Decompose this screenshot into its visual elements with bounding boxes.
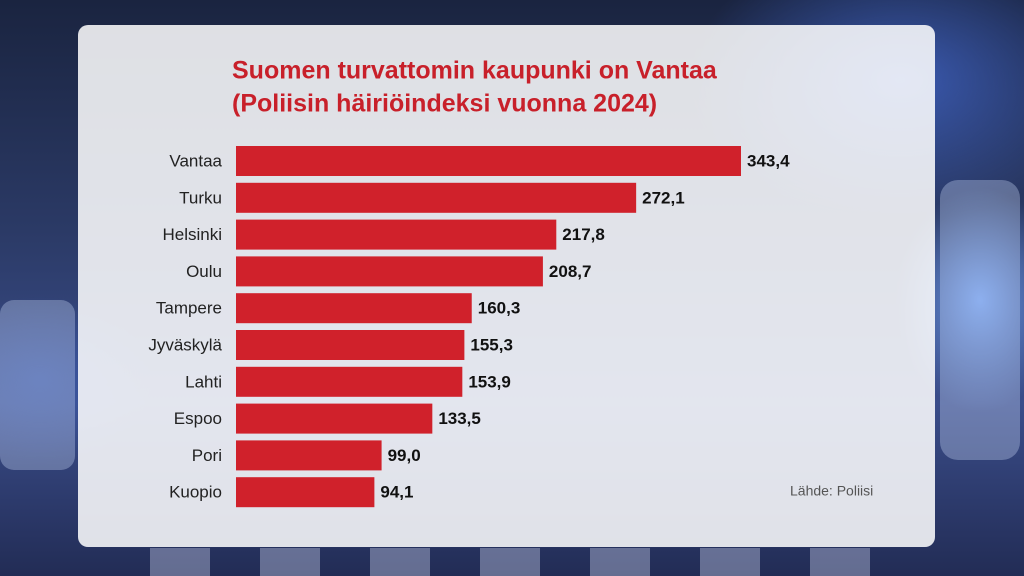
value-label: 208,7 bbox=[549, 262, 592, 281]
value-label: 94,1 bbox=[380, 483, 413, 502]
category-label: Espoo bbox=[174, 409, 222, 428]
category-label: Kuopio bbox=[169, 483, 222, 502]
bar bbox=[236, 293, 472, 324]
value-label: 99,0 bbox=[388, 446, 421, 465]
category-label: Lahti bbox=[185, 372, 222, 391]
value-label: 153,9 bbox=[468, 372, 511, 391]
value-label: 272,1 bbox=[642, 188, 685, 207]
value-label: 160,3 bbox=[478, 299, 521, 318]
bar bbox=[236, 477, 375, 508]
bar bbox=[236, 219, 557, 250]
category-label: Oulu bbox=[186, 262, 222, 281]
value-label: 133,5 bbox=[438, 409, 481, 428]
source: Lähde: Poliisi bbox=[790, 483, 873, 499]
bar bbox=[236, 366, 463, 397]
bar bbox=[236, 182, 637, 213]
background-stripes bbox=[0, 180, 1020, 576]
bar bbox=[236, 146, 741, 176]
category-label: Tampere bbox=[156, 299, 222, 318]
category-label: Turku bbox=[179, 188, 222, 207]
bar bbox=[236, 403, 433, 434]
value-label: 343,4 bbox=[747, 151, 790, 170]
category-label: Pori bbox=[192, 446, 222, 465]
category-label: Jyväskylä bbox=[148, 335, 222, 354]
category-label: Helsinki bbox=[162, 225, 222, 244]
value-label: 155,3 bbox=[470, 335, 513, 354]
category-label: Vantaa bbox=[169, 151, 222, 170]
bar bbox=[236, 330, 465, 360]
bar bbox=[236, 256, 543, 287]
chart-subtitle: (Poliisin häiriöindeksi vuonna 2024) bbox=[232, 90, 657, 118]
bar bbox=[236, 440, 382, 471]
chart-title: Suomen turvattomin kaupunki on Vantaa bbox=[232, 57, 718, 85]
value-label: 217,8 bbox=[562, 225, 605, 244]
